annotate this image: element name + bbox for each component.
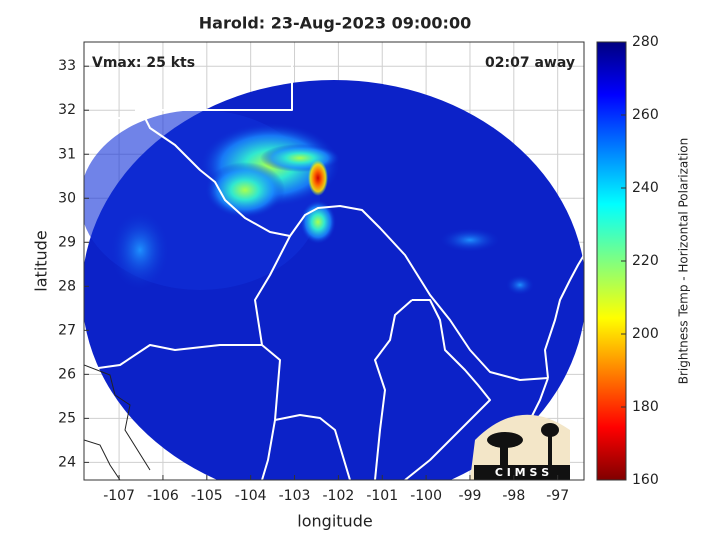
- x-tick-label: -99: [459, 488, 482, 504]
- chart-title: Harold: 23-Aug-2023 09:00:00: [199, 14, 471, 33]
- logo-tower-stand: [548, 436, 552, 466]
- y-tick-label: 25: [58, 410, 76, 426]
- x-axis-label: longitude: [297, 512, 372, 531]
- plot-frame: [83, 41, 585, 481]
- border-line: [274, 414, 351, 480]
- colorbar-tick-label: 240: [632, 180, 659, 196]
- logo-band: [474, 465, 570, 480]
- coast-line: [529, 377, 549, 421]
- x-tick-label: -106: [147, 488, 179, 504]
- colorbar-tick-label: 180: [632, 399, 659, 415]
- y-tick-label: 31: [58, 146, 76, 162]
- border-line: [374, 299, 413, 480]
- colorbar-tick-label: 220: [632, 253, 659, 269]
- colorbar-tick-label: 280: [632, 34, 659, 50]
- colorbar-tick-label: 260: [632, 107, 659, 123]
- x-tick-label: -103: [279, 488, 311, 504]
- y-tick-label: 28: [58, 278, 76, 294]
- cloud-speck: [440, 228, 500, 252]
- x-tick-label: -107: [103, 488, 135, 504]
- borders: [84, 42, 584, 480]
- x-tick-label: -101: [366, 488, 398, 504]
- x-tick-label: -105: [191, 488, 223, 504]
- vmax-annotation: Vmax: 25 kts: [92, 55, 195, 71]
- colorbar-tick-label: 160: [632, 472, 659, 488]
- border-line: [404, 299, 491, 480]
- colorbar-label: Brightness Temp - Horizontal Polarizatio…: [677, 138, 691, 385]
- y-tick-label: 29: [58, 234, 76, 250]
- cloud-band: [260, 144, 340, 172]
- border-line: [135, 42, 293, 111]
- y-tick-label: 32: [58, 102, 76, 118]
- border-line: [84, 344, 262, 371]
- y-tick-label: 26: [58, 366, 76, 382]
- logo: C I M S S: [470, 414, 570, 480]
- y-tick-label: 30: [58, 190, 76, 206]
- x-tick-label: -104: [235, 488, 267, 504]
- colorbar-tick-label: 200: [632, 326, 659, 342]
- coast-line: [84, 439, 121, 480]
- time-annotation: 02:07 away: [485, 55, 575, 71]
- border-line: [254, 235, 291, 480]
- x-tick-label: -98: [502, 488, 525, 504]
- cloud-speck: [110, 210, 170, 290]
- coast-line: [84, 364, 151, 471]
- cloud-band: [300, 200, 336, 244]
- cloud-speck: [506, 275, 534, 295]
- border-line: [84, 117, 549, 381]
- cloud-band: [205, 162, 285, 218]
- y-tick-label: 27: [58, 322, 76, 338]
- x-tick-label: -102: [322, 488, 354, 504]
- storm-core: [308, 160, 328, 196]
- y-axis-label: latitude: [32, 230, 51, 291]
- map-image: C I M S S: [84, 42, 584, 480]
- y-tick-label: 33: [58, 58, 76, 74]
- logo-text: C I M S S: [495, 466, 549, 479]
- x-tick-label: -100: [410, 488, 442, 504]
- x-tick-label: -97: [546, 488, 569, 504]
- y-tick-label: 24: [58, 454, 76, 470]
- coast-line: [544, 254, 584, 379]
- logo-tower: [541, 423, 559, 437]
- logo-dish-stand: [500, 440, 508, 465]
